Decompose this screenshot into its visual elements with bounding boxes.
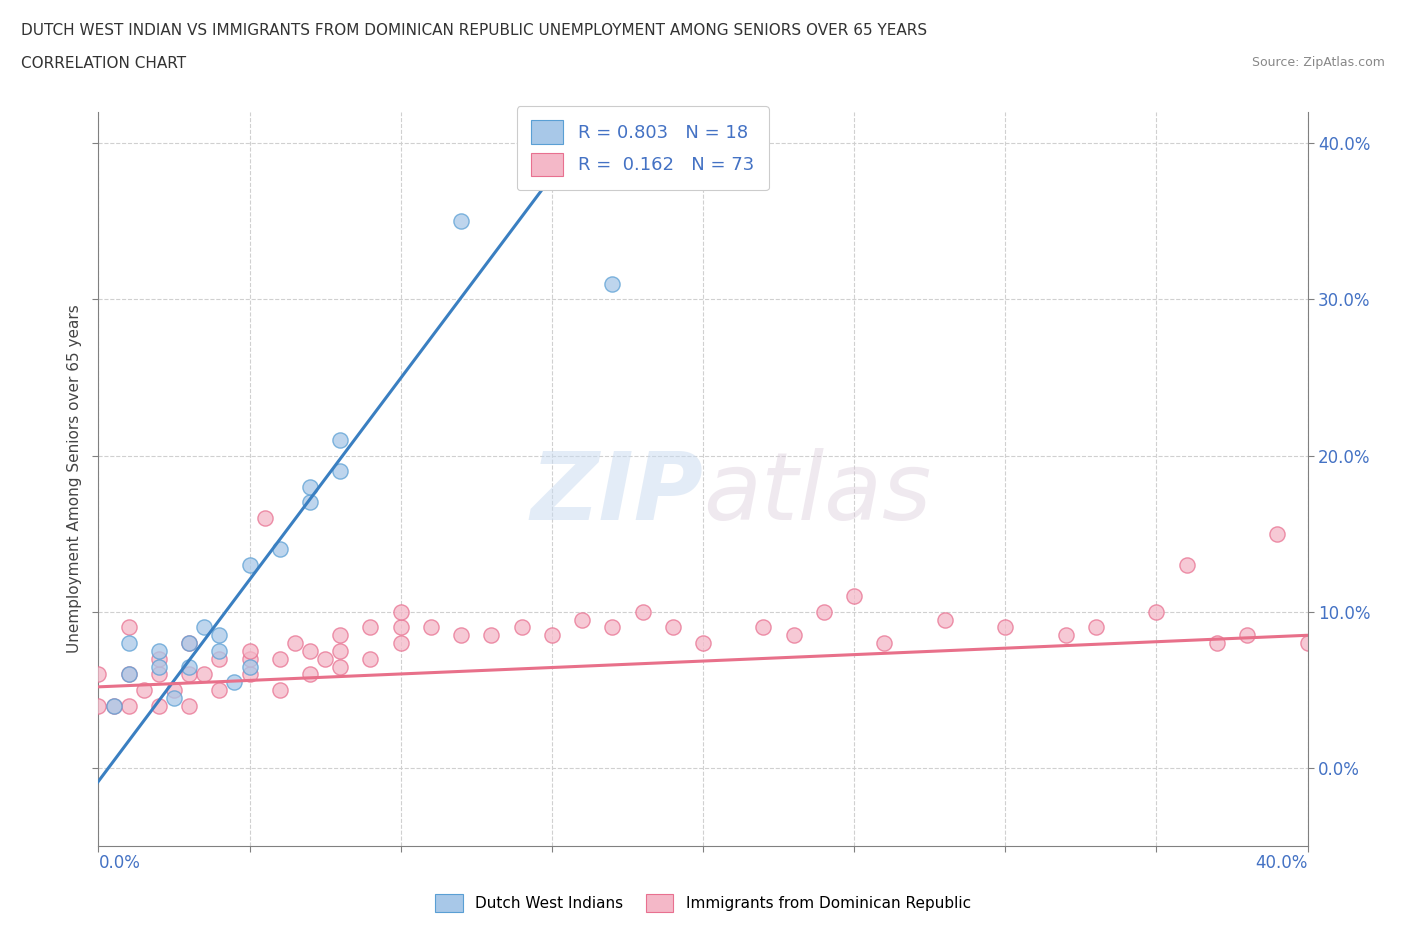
Point — [163, 683, 186, 698]
Point — [224, 675, 246, 690]
Point — [284, 635, 307, 650]
Point — [329, 659, 352, 674]
Point — [420, 620, 443, 635]
Point — [87, 667, 110, 682]
Point — [873, 635, 896, 650]
Point — [179, 667, 201, 682]
Point — [118, 667, 141, 682]
Point — [239, 651, 262, 666]
Point — [148, 659, 170, 674]
Point — [299, 644, 322, 658]
Point — [118, 635, 141, 650]
Point — [783, 628, 806, 643]
Legend: R = 0.803   N = 18, R =  0.162   N = 73: R = 0.803 N = 18, R = 0.162 N = 73 — [516, 106, 769, 191]
Point — [329, 628, 352, 643]
Point — [299, 667, 322, 682]
Point — [661, 620, 683, 635]
Point — [1175, 557, 1198, 572]
Point — [132, 683, 155, 698]
Text: Source: ZipAtlas.com: Source: ZipAtlas.com — [1251, 56, 1385, 69]
Point — [314, 651, 336, 666]
Point — [179, 635, 201, 650]
Legend: Dutch West Indians, Immigrants from Dominican Republic: Dutch West Indians, Immigrants from Domi… — [429, 888, 977, 918]
Point — [118, 667, 141, 682]
Point — [389, 635, 412, 650]
Point — [208, 628, 231, 643]
Text: 0.0%: 0.0% — [98, 854, 141, 872]
Point — [118, 698, 141, 713]
Point — [269, 651, 291, 666]
Point — [208, 651, 231, 666]
Point — [602, 620, 624, 635]
Point — [193, 667, 215, 682]
Point — [148, 698, 170, 713]
Point — [239, 557, 262, 572]
Y-axis label: Unemployment Among Seniors over 65 years: Unemployment Among Seniors over 65 years — [66, 305, 82, 653]
Point — [360, 651, 382, 666]
Text: CORRELATION CHART: CORRELATION CHART — [21, 56, 186, 71]
Point — [87, 698, 110, 713]
Text: ZIP: ZIP — [530, 447, 703, 539]
Point — [934, 612, 956, 627]
Point — [1296, 635, 1319, 650]
Point — [1054, 628, 1077, 643]
Text: DUTCH WEST INDIAN VS IMMIGRANTS FROM DOMINICAN REPUBLIC UNEMPLOYMENT AMONG SENIO: DUTCH WEST INDIAN VS IMMIGRANTS FROM DOM… — [21, 23, 927, 38]
Point — [481, 628, 503, 643]
Point — [179, 698, 201, 713]
Point — [193, 620, 215, 635]
Point — [844, 589, 866, 604]
Point — [389, 604, 412, 619]
Text: atlas: atlas — [703, 448, 931, 539]
Point — [269, 683, 291, 698]
Point — [540, 628, 562, 643]
Point — [329, 644, 352, 658]
Point — [148, 651, 170, 666]
Point — [269, 542, 291, 557]
Point — [208, 644, 231, 658]
Point — [813, 604, 835, 619]
Point — [179, 635, 201, 650]
Point — [631, 604, 654, 619]
Point — [239, 667, 262, 682]
Point — [692, 635, 714, 650]
Point — [239, 659, 262, 674]
Point — [253, 511, 276, 525]
Point — [450, 214, 472, 229]
Point — [299, 479, 322, 494]
Point — [602, 276, 624, 291]
Point — [299, 495, 322, 510]
Point — [571, 612, 593, 627]
Point — [510, 620, 533, 635]
Point — [148, 644, 170, 658]
Point — [1236, 628, 1258, 643]
Point — [118, 620, 141, 635]
Point — [103, 698, 125, 713]
Point — [103, 698, 125, 713]
Point — [239, 644, 262, 658]
Point — [1144, 604, 1167, 619]
Point — [1206, 635, 1229, 650]
Point — [148, 667, 170, 682]
Point — [450, 628, 472, 643]
Point — [208, 683, 231, 698]
Point — [329, 464, 352, 479]
Text: 40.0%: 40.0% — [1256, 854, 1308, 872]
Point — [1267, 526, 1289, 541]
Point — [329, 432, 352, 447]
Point — [1085, 620, 1108, 635]
Point — [389, 620, 412, 635]
Point — [360, 620, 382, 635]
Point — [179, 659, 201, 674]
Point — [752, 620, 775, 635]
Point — [994, 620, 1017, 635]
Point — [163, 690, 186, 705]
